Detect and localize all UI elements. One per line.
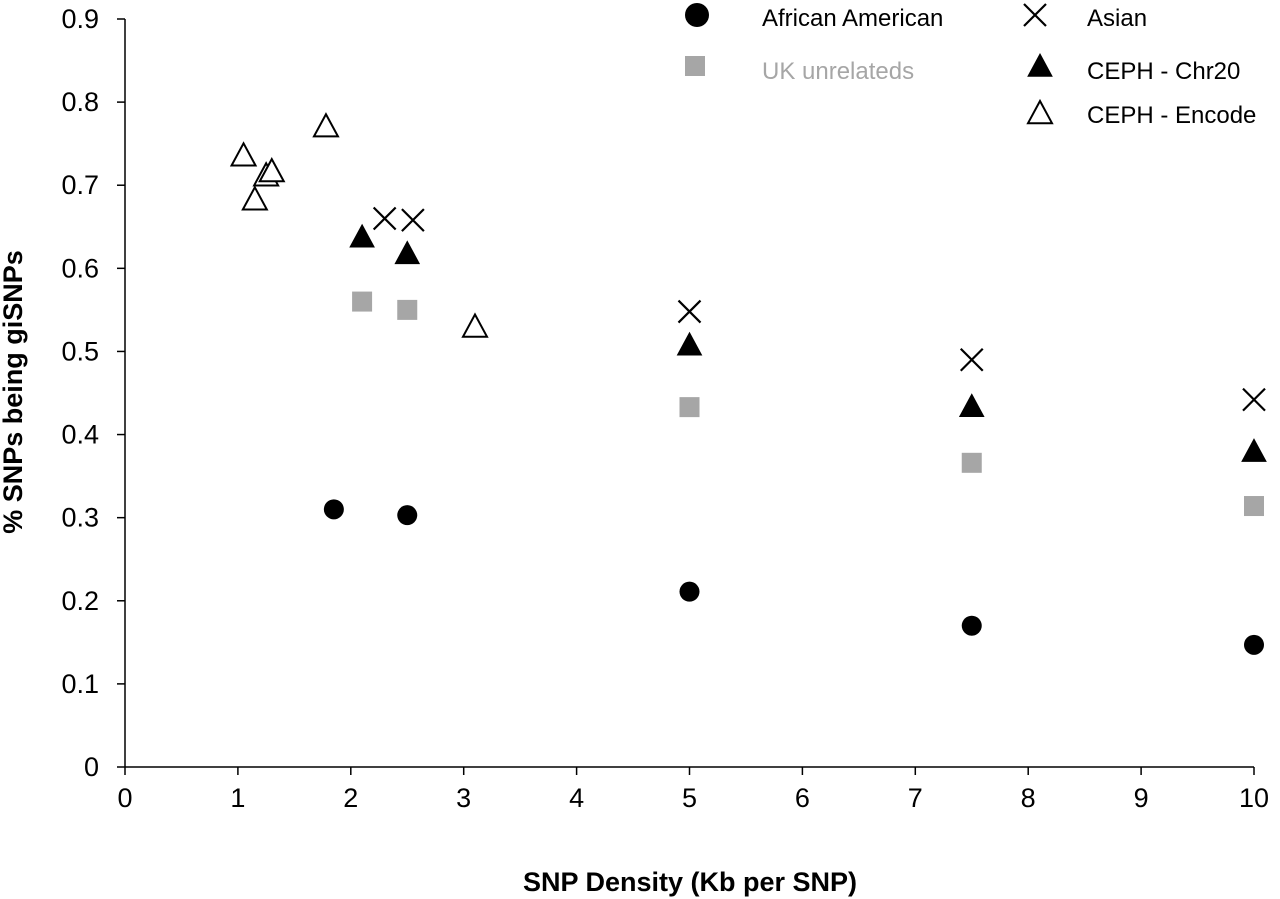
data-point <box>323 499 344 520</box>
data-point <box>241 185 269 211</box>
x-tick-label: 8 <box>1021 783 1036 813</box>
x-tick-label: 3 <box>456 783 471 813</box>
x-tick-label: 7 <box>908 783 923 813</box>
y-tick-label: 0.8 <box>61 87 99 117</box>
data-point <box>959 347 984 372</box>
data-point <box>352 291 373 312</box>
legend-marker <box>1026 98 1054 125</box>
data-point <box>312 112 340 138</box>
legend-label: Asian <box>1087 5 1147 32</box>
legend-item: UK unrelateds <box>685 56 914 85</box>
data-point <box>401 208 425 232</box>
x-tick-label: 9 <box>1134 783 1149 813</box>
legend-label: African American <box>762 5 943 32</box>
y-tick-label: 0.5 <box>61 336 99 366</box>
x-tick-label: 5 <box>682 783 697 813</box>
data-point <box>679 581 700 602</box>
legend-marker <box>685 3 709 27</box>
data-point <box>677 299 702 324</box>
data-point <box>1242 387 1266 412</box>
data-point <box>1241 438 1267 462</box>
x-tick-label: 6 <box>795 783 810 813</box>
data-point <box>372 206 397 231</box>
series-ceph-encode <box>229 112 489 338</box>
legend-label: UK unrelateds <box>762 58 914 85</box>
y-tick-label: 0.7 <box>61 170 99 200</box>
axes <box>124 19 1254 768</box>
x-axis-ticks: 0 1 2 3 4 5 6 7 8 9 10 <box>117 767 1269 813</box>
y-tick-label: 0.4 <box>61 420 99 450</box>
y-tick-label: 0.9 <box>61 4 99 34</box>
y-axis-ticks: 0 0.1 0.2 0.3 0.4 0.5 0.6 0.7 0.8 0.9 <box>61 4 125 782</box>
y-tick-label: 0.3 <box>61 503 99 533</box>
series-ceph-chr20 <box>349 223 1267 462</box>
y-tick-label: 0.2 <box>61 586 99 616</box>
legend-item: African American <box>685 3 943 32</box>
data-point <box>958 393 985 417</box>
series-asian <box>372 206 1266 412</box>
legend-item: CEPH - Encode <box>1026 98 1256 129</box>
legend-marker <box>1023 3 1047 27</box>
data-point <box>461 312 489 338</box>
data-point <box>394 240 421 265</box>
data-point <box>676 331 703 356</box>
data-point <box>961 452 982 473</box>
legend-item: CEPH - Chr20 <box>1027 52 1240 85</box>
data-point <box>961 615 982 636</box>
y-tick-label: 0.1 <box>61 669 99 699</box>
data-point <box>397 299 418 320</box>
data-point <box>229 141 258 167</box>
data-point <box>679 397 700 418</box>
data-point <box>1244 496 1264 517</box>
legend-label: CEPH - Chr20 <box>1087 58 1240 85</box>
data-point <box>397 505 418 526</box>
x-tick-label: 4 <box>569 783 584 813</box>
x-tick-label: 0 <box>117 783 132 813</box>
x-tick-label: 2 <box>343 783 358 813</box>
legend-label: CEPH - Encode <box>1087 102 1256 129</box>
series-african-american <box>323 499 1264 655</box>
data-points <box>229 112 1267 655</box>
data-point <box>258 156 286 183</box>
legend-marker <box>685 56 705 76</box>
legend-item: Asian <box>1023 3 1147 32</box>
y-axis-title: % SNPs being giSNPs <box>0 250 28 534</box>
x-axis-title: SNP Density (Kb per SNP) <box>523 867 857 897</box>
legend-marker <box>1027 52 1053 77</box>
y-tick-label: 0 <box>84 752 99 782</box>
x-tick-label: 1 <box>230 783 245 813</box>
data-point <box>1244 634 1264 655</box>
data-point <box>349 223 375 248</box>
y-tick-label: 0.6 <box>61 253 99 283</box>
x-tick-label: 10 <box>1239 783 1269 813</box>
series-uk-unrelateds <box>352 291 1264 517</box>
legend: African American Asian UK unrelateds CEPH -… <box>685 3 1256 129</box>
